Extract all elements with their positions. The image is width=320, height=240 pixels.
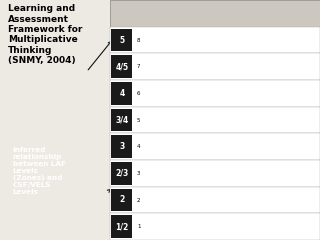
Text: 3: 3: [137, 171, 140, 176]
Text: 3/4: 3/4: [115, 115, 129, 125]
Text: Can work with and multiplication and division with whole numbers using informal : Can work with and multiplication and div…: [145, 54, 318, 85]
Text: Learning and
Assessment
Framework for
Multiplicative
Thinking
(SNMY, 2004): Learning and Assessment Framework for Mu…: [8, 4, 82, 65]
Text: 3: 3: [119, 142, 124, 151]
Text: Can use appropriate representations, language and symbols to solve and justify a: Can use appropriate representations, lan…: [145, 27, 311, 49]
Text: 4: 4: [137, 144, 140, 149]
Text: Treats the count for numbers of 2 and 5, that is, can use these numbers as units: Treats the count for numbers of 2 and 5,…: [145, 187, 318, 223]
Text: Inferred
relationship
between LAF
Levels
(Zones) and
CSF/VELS
Levels: Inferred relationship between LAF Levels…: [13, 147, 66, 195]
Text: Can work with the Cartesian Product (for each) idea to systematically list or de: Can work with the Cartesian Product (for…: [145, 80, 318, 112]
Text: 1/2: 1/2: [115, 222, 129, 231]
Text: 6: 6: [137, 91, 140, 96]
Text: LAF
Level: LAF Level: [113, 8, 131, 19]
Text: 4/5: 4/5: [115, 62, 129, 71]
Text: 5: 5: [137, 118, 140, 122]
Text: 1: 1: [137, 224, 140, 229]
Text: Systematically solves simple proportion and array problems suggesting multiplica: Systematically solves simple proportion …: [145, 107, 319, 153]
Text: Demonstrates intuitive sense of proportion. Works with mental numbers such as 2 : Demonstrates intuitive sense of proporti…: [145, 161, 318, 192]
Text: Solves more familiar multiplication and division problems involving two-digit nu: Solves more familiar multiplication and …: [145, 134, 319, 165]
Text: 8: 8: [137, 37, 140, 42]
Text: 2: 2: [137, 198, 140, 203]
Text: 7: 7: [137, 64, 140, 69]
Text: 5: 5: [119, 36, 124, 44]
Text: Can solve simple multiplication and division problems involving relatively small: Can solve simple multiplication and divi…: [145, 214, 319, 240]
Text: 4: 4: [119, 89, 124, 98]
Text: 2: 2: [119, 196, 124, 204]
Text: 2/3: 2/3: [115, 169, 129, 178]
Text: Level Description: Level Description: [200, 10, 264, 16]
